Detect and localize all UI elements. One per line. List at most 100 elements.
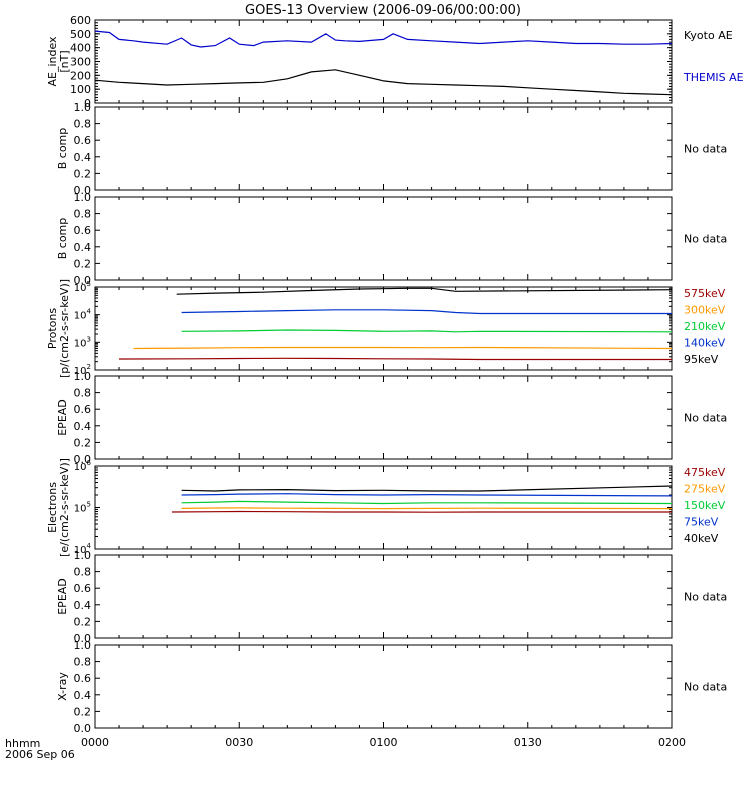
y-tick-label: 600: [70, 14, 91, 27]
legend-entry: 150keV: [684, 499, 726, 512]
y-tick-label: 0.6: [74, 224, 92, 237]
y-tick-label: 100: [70, 83, 91, 96]
y-axis-label: EPEAD: [56, 399, 69, 436]
series-line-themis-ae: [94, 30, 673, 48]
legend-entry: THEMIS AE: [683, 71, 744, 84]
panel-3: 1.0 0.8 0.6 0.4 0.2 0.0 B comp No data: [56, 191, 727, 287]
time-format-label: hhmm: [5, 737, 40, 750]
legend-entry: 575keV: [684, 287, 726, 300]
y-axis-label: Protons: [46, 308, 59, 349]
y-tick-label: 105: [74, 280, 91, 294]
panel-frame: [94, 106, 673, 191]
panel-6: 106 105 104 Electrons [e/(cm2-s-sr-keV)] 475k…: [46, 458, 726, 557]
panel-frame: [94, 375, 673, 460]
y-tick-label: 0.2: [74, 257, 92, 270]
y-tick-label: 0.8: [74, 566, 92, 579]
x-tick-label: 0000: [81, 736, 109, 749]
legend-entry: 275keV: [684, 483, 726, 496]
y-axis-label: B comp: [56, 218, 69, 260]
y-tick-label: 0.4: [74, 151, 92, 164]
no-data-label: No data: [684, 681, 727, 694]
y-tick-label: 0.2: [74, 615, 92, 628]
series-line-kyoto-ae: [94, 69, 673, 96]
y-tick-label: 0.0: [74, 632, 92, 645]
legend-entry: 475keV: [684, 466, 726, 479]
y-tick-label: 102: [74, 363, 91, 377]
series-line-300kev: [133, 346, 673, 350]
panel-frame: [94, 554, 673, 639]
y-axis-label: EPEAD: [56, 578, 69, 615]
y-tick-label: 0.2: [74, 705, 92, 718]
date-label: 2006 Sep 06: [5, 748, 75, 761]
y-tick-label: 1.0: [74, 101, 92, 114]
y-tick-label: 400: [70, 42, 91, 55]
y-axis-label: AE_index: [46, 36, 59, 87]
y-tick-label: 1.0: [74, 370, 92, 383]
y-tick-label: 0.0: [74, 274, 92, 287]
y-tick-label: 0.8: [74, 118, 92, 131]
x-tick-label: 0030: [225, 736, 253, 749]
y-tick-label: 0.0: [74, 184, 92, 197]
y-tick-label: 0.8: [74, 208, 92, 221]
legend-entry: 40keV: [684, 532, 719, 545]
y-tick-label: 500: [70, 28, 91, 41]
y-axis-label: X-ray: [56, 672, 69, 701]
figure-title: GOES-13 Overview (2006-09-06/00:00:00): [245, 3, 521, 18]
series-line-210kev: [181, 329, 673, 333]
series-line-475kev: [171, 510, 672, 513]
series-line-140kev: [181, 309, 672, 315]
y-tick-label: 0.8: [74, 387, 92, 400]
y-tick-label: 104: [74, 308, 92, 322]
panel-8: 1.0 0.8 0.6 0.4 0.2 0.0 X-ray No data: [56, 639, 727, 735]
y-tick-label: 0.4: [74, 689, 92, 702]
x-tick-label: 0200: [658, 736, 686, 749]
y-axis-unit: [e/(cm2-s-sr-keV)]: [58, 458, 71, 557]
panel-frame: [94, 644, 673, 729]
y-axis-unit: [nT]: [58, 50, 71, 72]
y-axis-label: B comp: [56, 128, 69, 170]
x-tick-label: 0100: [370, 736, 398, 749]
x-tick-label: 0130: [514, 736, 542, 749]
series-line-75kev: [181, 493, 673, 497]
y-tick-label: 200: [70, 69, 91, 82]
series-line-575kev: [118, 357, 672, 361]
y-tick-label: 0.0: [74, 453, 92, 466]
y-tick-label: 0.4: [74, 599, 92, 612]
no-data-label: No data: [684, 143, 727, 156]
time-axis: 0000 0030 0100 0130 0200: [81, 736, 686, 749]
y-tick-label: 0.8: [74, 656, 92, 669]
y-tick-label: 1.0: [74, 549, 92, 562]
no-data-label: No data: [684, 233, 727, 246]
y-tick-label: 0.2: [74, 167, 92, 180]
y-tick-label: 1.0: [74, 191, 92, 204]
y-tick-label: 0.0: [74, 722, 92, 735]
panel-frame: [94, 286, 673, 371]
no-data-label: No data: [684, 412, 727, 425]
y-axis-label: Electrons: [46, 482, 59, 533]
legend-entry: 95keV: [684, 353, 719, 366]
y-tick-label: 105: [74, 501, 91, 515]
y-tick-label: 0.6: [74, 582, 92, 595]
y-tick-label: 0.4: [74, 241, 92, 254]
legend-entry: 210keV: [684, 320, 726, 333]
series-line-40kev: [181, 485, 673, 492]
panel-2: 1.0 0.8 0.6 0.4 0.2 0.0 B comp No data: [56, 101, 727, 197]
panel-frame: [94, 465, 673, 550]
panel-4: 105 104 103 102 Protons [p/(cm2-s-sr-keV)] 575…: [46, 279, 726, 378]
panel-7: 1.0 0.8 0.6 0.4 0.2 0.0 EPEAD No data: [56, 549, 727, 645]
y-tick-label: 0.6: [74, 672, 92, 685]
y-tick-label: 104: [74, 542, 92, 556]
y-tick-label: 0: [84, 97, 91, 110]
panel-frame: [94, 196, 673, 281]
y-tick-label: 0.2: [74, 436, 92, 449]
y-tick-label: 106: [74, 459, 92, 473]
legend-entry: 300keV: [684, 304, 726, 317]
legend-entry: 140keV: [684, 337, 726, 350]
series-line-95kev: [176, 287, 673, 295]
no-data-label: No data: [684, 591, 727, 604]
y-tick-label: 0.4: [74, 420, 92, 433]
y-tick-label: 1.0: [74, 639, 92, 652]
y-tick-label: 0.6: [74, 403, 92, 416]
